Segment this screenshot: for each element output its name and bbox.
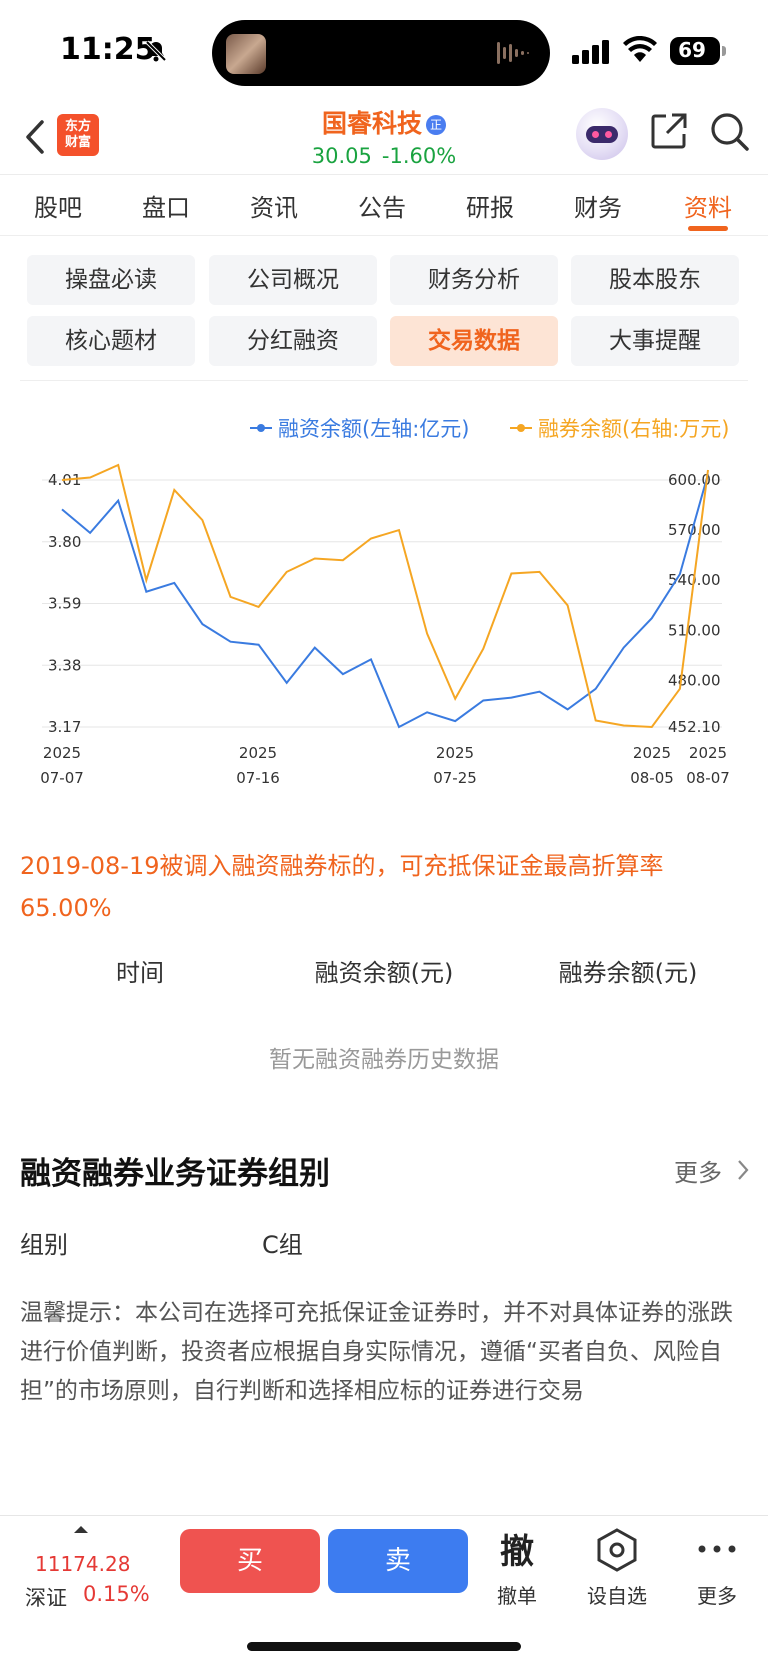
media-thumbnail <box>226 34 266 74</box>
tab-pankou[interactable]: 盘口 <box>142 194 190 222</box>
subnav-company-overview[interactable]: 公司概况 <box>209 255 377 305</box>
more-dots-icon <box>698 1545 736 1553</box>
bell-muted-icon <box>145 40 167 62</box>
price-line: 30.05 -1.60% <box>0 144 768 168</box>
status-bar: 11:25 69 <box>0 0 768 100</box>
x-axis-tick-year: 2025 <box>689 744 727 762</box>
subnav-core-themes[interactable]: 核心题材 <box>27 316 195 366</box>
right-axis-tick: 510.00 <box>668 621 721 639</box>
wifi-icon <box>623 36 657 62</box>
x-axis-tick-year: 2025 <box>239 744 277 762</box>
right-axis-tick: 452.10 <box>668 718 721 736</box>
left-axis-tick: 3.59 <box>48 595 81 613</box>
battery-level: 69 <box>678 38 706 62</box>
x-axis-tick-year: 2025 <box>436 744 474 762</box>
group-value: C组 <box>262 1231 303 1259</box>
left-axis-tick: 3.38 <box>48 656 81 674</box>
table-header-lending: 融券余额(元) <box>558 959 698 987</box>
tab-news[interactable]: 资讯 <box>250 194 298 222</box>
group-label: 组别 <box>20 1231 68 1259</box>
main-tabs: 股吧 盘口 资讯 公告 研报 财务 资料 <box>0 176 768 236</box>
x-axis-tick-year: 2025 <box>633 744 671 762</box>
chevron-right-icon[interactable] <box>736 1158 750 1182</box>
stock-name[interactable]: 国睿科技正 <box>0 104 768 140</box>
status-time: 11:25 <box>60 32 156 67</box>
subnav-dividends[interactable]: 分红融资 <box>209 316 377 366</box>
sell-button[interactable]: 卖 <box>328 1529 468 1593</box>
battery-indicator: 69 <box>670 37 726 65</box>
subnav-major-events[interactable]: 大事提醒 <box>571 316 739 366</box>
tab-profile[interactable]: 资料 <box>684 194 732 222</box>
tab-guba[interactable]: 股吧 <box>34 194 82 222</box>
table-header-time: 时间 <box>116 959 164 987</box>
margin-badge: 正 <box>426 115 446 135</box>
subnav-financial-analysis[interactable]: 财务分析 <box>390 255 558 305</box>
caret-up-icon[interactable] <box>74 1526 88 1533</box>
tab-announcements[interactable]: 公告 <box>358 194 406 222</box>
buy-button[interactable]: 买 <box>180 1529 320 1593</box>
x-axis-tick-date: 07-16 <box>236 769 280 787</box>
assistant-robot-icon[interactable] <box>576 108 628 160</box>
left-axis-tick: 3.80 <box>48 533 81 551</box>
tab-research[interactable]: 研报 <box>466 194 514 222</box>
x-axis-tick-date: 07-07 <box>40 769 84 787</box>
index-value[interactable]: 11174.28 <box>35 1552 131 1576</box>
legend-securities-lending: 融券余额(右轴:万元) <box>510 413 729 443</box>
back-chevron-icon[interactable] <box>22 114 50 160</box>
subnav-trading-data[interactable]: 交易数据 <box>390 316 558 366</box>
right-axis-tick: 480.00 <box>668 671 721 689</box>
risk-tip: 温馨提示：本公司在选择可充抵保证金证券时，并不对具体证券的涨跌进行价值判断，投资… <box>20 1300 733 1404</box>
more-link[interactable]: 更多 <box>674 1159 722 1187</box>
app-logo: 东方 财富 <box>57 114 99 156</box>
share-icon[interactable] <box>650 112 688 150</box>
search-icon[interactable] <box>710 112 750 152</box>
tab-finance[interactable]: 财务 <box>574 194 622 222</box>
x-axis-tick-date: 08-05 <box>630 769 674 787</box>
index-change[interactable]: 0.15% <box>83 1582 150 1606</box>
margin-notice: 2019-08-19被调入融资融券标的，可充抵保证金最高折算率65.00% <box>20 852 664 922</box>
watchlist-hexagon-icon <box>597 1528 637 1572</box>
cancel-icon: 撤 <box>500 1532 534 1572</box>
active-tab-indicator <box>688 226 728 231</box>
subnav-share-capital[interactable]: 股本股东 <box>571 255 739 305</box>
index-name[interactable]: 深证 <box>25 1586 67 1610</box>
dynamic-island <box>212 20 550 86</box>
stock-change: -1.60% <box>381 144 457 168</box>
legend-financing: 融资余额(左轴:亿元) <box>250 413 469 443</box>
divider <box>20 380 748 381</box>
margin-chart: 4.013.803.593.383.17600.00570.00540.0051… <box>40 463 730 787</box>
financing-line <box>61 473 709 729</box>
bottom-toolbar: 11174.28 深证 0.15% 买 卖 撤 撤单 设自选 更多 <box>0 1515 768 1665</box>
subnav-trading-guide[interactable]: 操盘必读 <box>27 255 195 305</box>
stock-header: 东方 财富 国睿科技正 30.05 -1.60% <box>0 100 768 175</box>
table-header-financing: 融资余额(元) <box>314 959 454 987</box>
x-axis-tick-date: 08-07 <box>686 769 730 787</box>
stock-price: 30.05 <box>311 144 372 168</box>
lending-line <box>61 463 709 729</box>
section-title: 融资融券业务证券组别 <box>20 1156 330 1192</box>
home-indicator <box>247 1642 521 1651</box>
right-axis-tick: 570.00 <box>668 521 721 539</box>
empty-state: 暂无融资融券历史数据 <box>269 1047 499 1073</box>
x-axis-tick-date: 07-25 <box>433 769 477 787</box>
x-axis-tick-year: 2025 <box>43 744 81 762</box>
signal-icon <box>572 40 609 64</box>
audio-wave-icon <box>497 42 529 64</box>
right-axis-tick: 600.00 <box>668 471 721 489</box>
left-axis-tick: 3.17 <box>48 718 81 736</box>
